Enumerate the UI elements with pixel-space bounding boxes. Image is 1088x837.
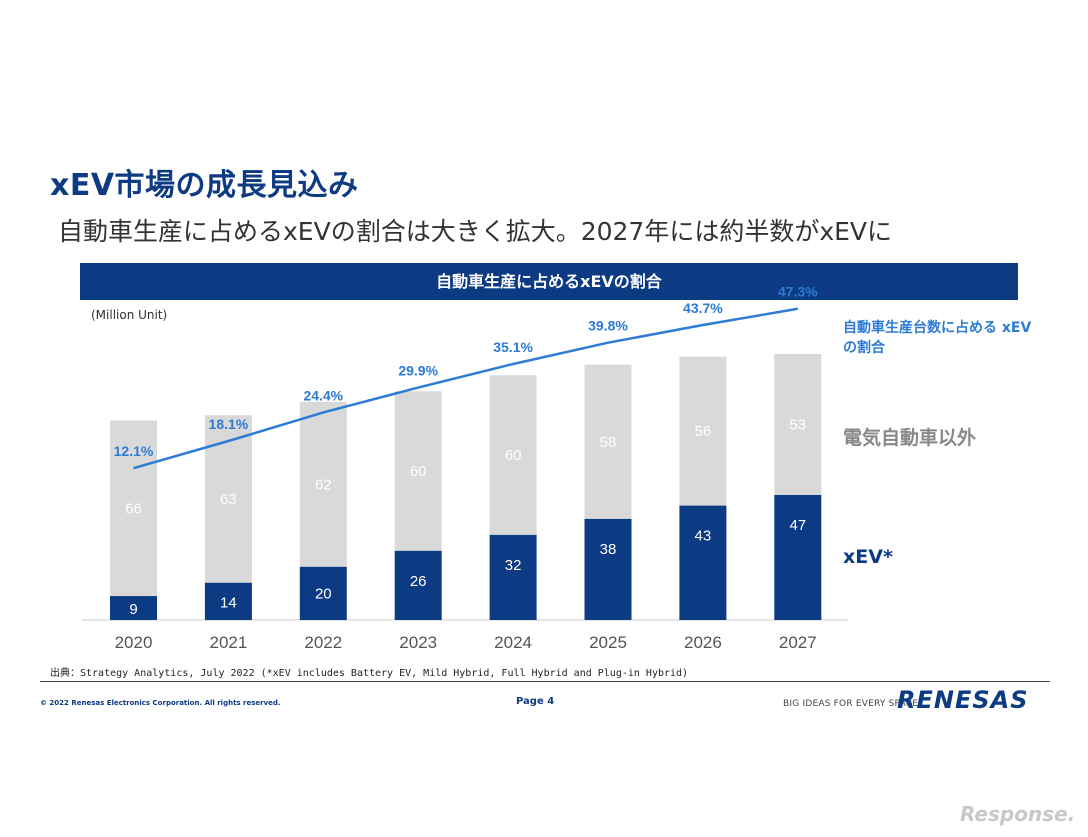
bar-non-ev-2020 [110, 420, 157, 597]
source-note: 出典：Strategy Analytics, July 2022 (*xEV i… [50, 668, 689, 679]
label-non-ev-2026: 56 [695, 423, 712, 440]
page-number: Page 4 [516, 696, 555, 707]
x-tick-2027: 2027 [779, 633, 817, 652]
unit-label: (Million Unit) [91, 308, 168, 322]
renesas-logo: RENESAS [897, 686, 1029, 714]
label-xev-2022: 20 [315, 585, 332, 602]
bar-xev-2020 [110, 596, 157, 620]
label-non-ev-2021: 63 [220, 491, 237, 508]
bar-xev-2026 [679, 505, 727, 620]
bar-xev-2022 [299, 566, 347, 620]
label-non-ev-2025: 58 [600, 434, 617, 451]
label-xev-2023: 26 [410, 573, 427, 590]
bar-non-ev-2026 [679, 356, 727, 506]
response-watermark: Response. [960, 802, 1076, 826]
x-tick-2026: 2026 [684, 633, 722, 652]
share-label-2024: 35.1% [493, 339, 533, 355]
bar-non-ev-2027 [774, 354, 822, 495]
bar-xev-2025 [584, 518, 632, 620]
x-tick-2023: 2023 [399, 633, 437, 652]
label-xev-2026: 43 [695, 528, 712, 545]
label-xev-2027: 47 [789, 517, 806, 534]
bar-non-ev-2024 [489, 375, 537, 535]
share-label-2023: 29.9% [398, 363, 438, 379]
legend-xev: xEV* [843, 546, 893, 568]
bar-non-ev-2025 [584, 364, 632, 519]
x-tick-2022: 2022 [304, 633, 342, 652]
bar-non-ev-2022 [299, 401, 347, 567]
chart-title-banner: 自動車生産に占めるxEVの割合 [80, 263, 1018, 300]
slide-title: xEV市場の成長見込み [50, 168, 359, 203]
share-label-2020: 12.1% [114, 443, 154, 459]
share-label-2021: 18.1% [209, 416, 249, 432]
label-xev-2021: 14 [220, 594, 237, 611]
bar-non-ev-2021 [204, 415, 252, 583]
x-tick-2021: 2021 [209, 633, 247, 652]
company-tagline: BIG IDEAS FOR EVERY SPACE [783, 699, 919, 709]
label-non-ev-2022: 62 [315, 476, 332, 493]
share-label-2025: 39.8% [588, 318, 628, 334]
label-non-ev-2027: 53 [789, 416, 806, 433]
legend-share-line: 自動車生産台数に占める xEVの割合 [843, 320, 1032, 356]
share-label-2027: 47.3% [778, 284, 818, 300]
bar-non-ev-2023 [394, 391, 442, 551]
legend-non-ev: 電気自動車以外 [843, 427, 977, 449]
label-xev-2024: 32 [505, 557, 522, 574]
copyright-text: © 2022 Renesas Electronics Corporation. … [40, 699, 281, 707]
label-xev-2025: 38 [600, 541, 617, 558]
share-label-2022: 24.4% [303, 387, 343, 403]
label-xev-2020: 9 [129, 601, 137, 618]
bar-xev-2024 [489, 534, 537, 620]
x-tick-2025: 2025 [589, 633, 627, 652]
share-line [133, 307, 799, 470]
share-label-2026: 43.7% [683, 300, 723, 316]
label-non-ev-2024: 60 [505, 447, 522, 464]
bar-xev-2027 [774, 494, 822, 620]
label-non-ev-2020: 66 [125, 500, 142, 517]
x-tick-2020: 2020 [115, 633, 153, 652]
slide-subtitle: 自動車生産に占めるxEVの割合は大きく拡大。2027年には約半数がxEVに [58, 217, 893, 246]
footer-divider [40, 681, 1050, 682]
bar-xev-2021 [204, 582, 252, 620]
label-non-ev-2023: 60 [410, 463, 427, 480]
bar-xev-2023 [394, 550, 442, 620]
x-tick-2024: 2024 [494, 633, 532, 652]
